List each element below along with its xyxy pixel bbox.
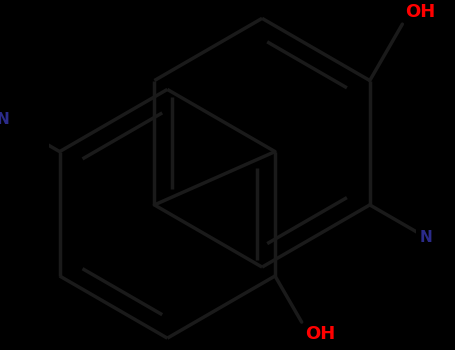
Text: N: N	[0, 112, 10, 127]
Text: OH: OH	[305, 325, 335, 343]
Text: OH: OH	[405, 3, 435, 21]
Text: N: N	[420, 230, 433, 245]
